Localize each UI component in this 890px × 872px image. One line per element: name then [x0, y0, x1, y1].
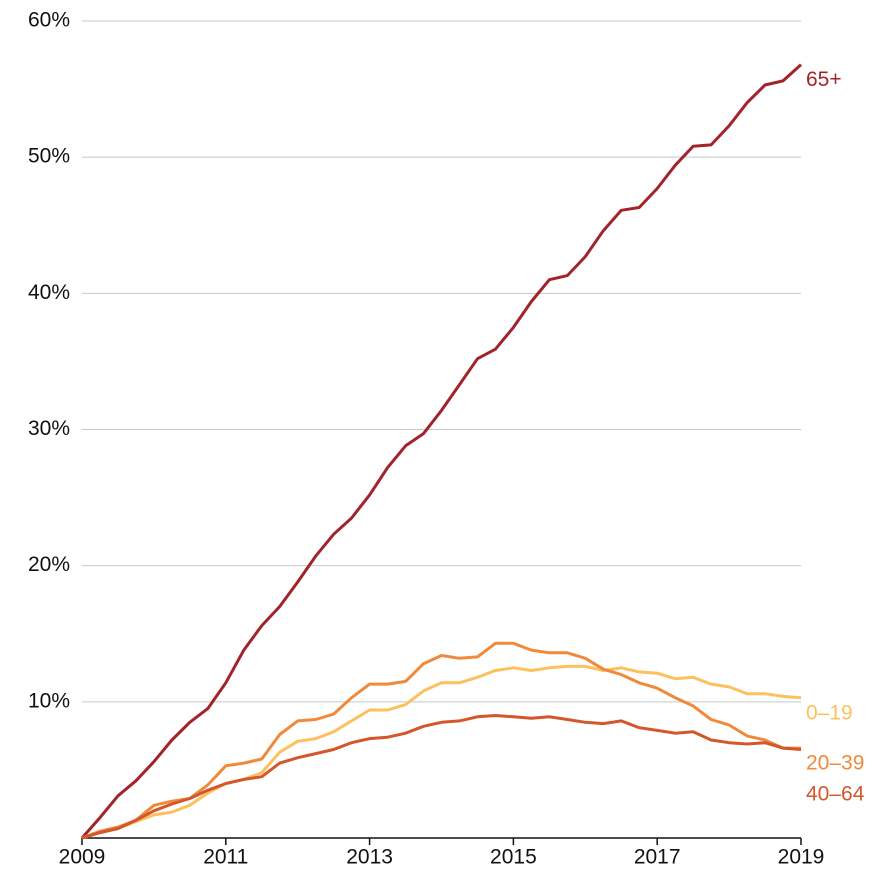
x-tick-label: 2017 — [634, 846, 681, 869]
series-line — [80, 63, 803, 839]
x-tick-label: 2011 — [203, 846, 248, 869]
series-line — [81, 714, 802, 840]
x-tick-label: 2013 — [346, 846, 393, 869]
x-tick-label: 2019 — [778, 846, 825, 869]
y-tick-label: 20% — [28, 553, 70, 576]
series-line — [81, 664, 802, 840]
y-tick-label: 50% — [28, 145, 70, 168]
y-tick-label: 10% — [28, 689, 70, 712]
series-label: 0–19 — [806, 701, 853, 724]
series-label: 65+ — [806, 68, 842, 91]
series-label: 20–39 — [806, 752, 864, 775]
x-tick-label: 2015 — [490, 846, 537, 869]
y-tick-label: 60% — [28, 9, 70, 32]
y-tick-label: 40% — [28, 281, 70, 304]
y-tick-label: 30% — [28, 417, 70, 440]
x-tick-label: 2009 — [59, 846, 106, 869]
series-line — [81, 641, 801, 840]
series-label: 40–64 — [806, 783, 865, 806]
